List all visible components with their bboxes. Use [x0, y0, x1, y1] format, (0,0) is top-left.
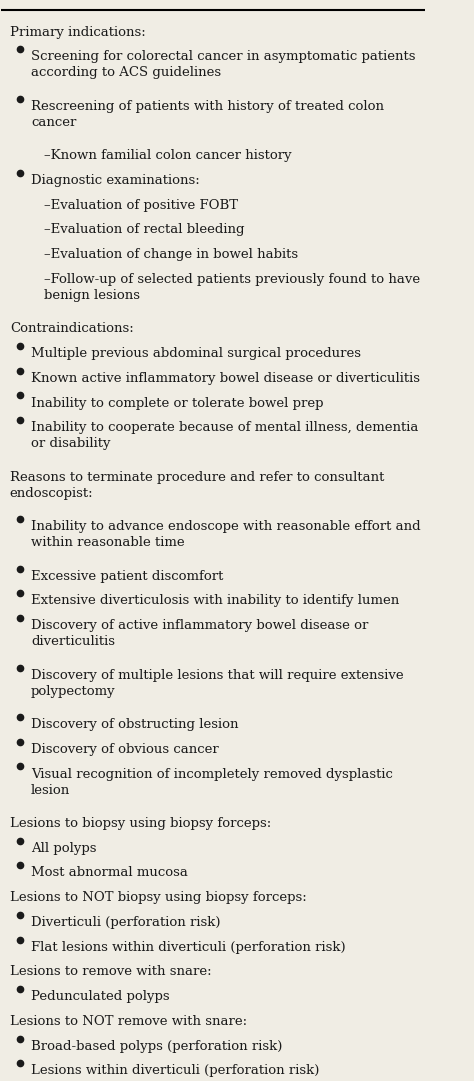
Text: Screening for colorectal cancer in asymptomatic patients
according to ACS guidel: Screening for colorectal cancer in asymp… — [31, 51, 416, 79]
Text: Rescreening of patients with history of treated colon
cancer: Rescreening of patients with history of … — [31, 99, 384, 129]
Text: Lesions to biopsy using biopsy forceps:: Lesions to biopsy using biopsy forceps: — [10, 817, 271, 830]
Text: Excessive patient discomfort: Excessive patient discomfort — [31, 570, 223, 583]
Text: –Follow-up of selected patients previously found to have
benign lesions: –Follow-up of selected patients previous… — [44, 272, 420, 302]
Text: Broad-based polyps (perforation risk): Broad-based polyps (perforation risk) — [31, 1040, 283, 1053]
Text: Multiple previous abdominal surgical procedures: Multiple previous abdominal surgical pro… — [31, 347, 361, 360]
Text: Discovery of active inflammatory bowel disease or
diverticulitis: Discovery of active inflammatory bowel d… — [31, 619, 368, 649]
Text: Lesions within diverticuli (perforation risk): Lesions within diverticuli (perforation … — [31, 1065, 319, 1078]
Text: Known active inflammatory bowel disease or diverticulitis: Known active inflammatory bowel disease … — [31, 372, 420, 385]
Text: Primary indications:: Primary indications: — [10, 26, 146, 39]
Text: Contraindications:: Contraindications: — [10, 322, 134, 335]
Text: Visual recognition of incompletely removed dysplastic
lesion: Visual recognition of incompletely remov… — [31, 768, 393, 797]
Text: All polyps: All polyps — [31, 842, 97, 855]
Text: Reasons to terminate procedure and refer to consultant
endoscopist:: Reasons to terminate procedure and refer… — [10, 470, 384, 499]
Text: Lesions to NOT biopsy using biopsy forceps:: Lesions to NOT biopsy using biopsy force… — [10, 891, 307, 904]
Text: –Evaluation of positive FOBT: –Evaluation of positive FOBT — [44, 199, 238, 212]
Text: Discovery of multiple lesions that will require extensive
polypectomy: Discovery of multiple lesions that will … — [31, 668, 404, 697]
Text: Inability to advance endoscope with reasonable effort and
within reasonable time: Inability to advance endoscope with reas… — [31, 520, 420, 549]
Text: Extensive diverticulosis with inability to identify lumen: Extensive diverticulosis with inability … — [31, 595, 399, 608]
Text: –Evaluation of change in bowel habits: –Evaluation of change in bowel habits — [44, 249, 298, 262]
Text: Diverticuli (perforation risk): Diverticuli (perforation risk) — [31, 916, 220, 929]
Text: –Evaluation of rectal bleeding: –Evaluation of rectal bleeding — [44, 224, 244, 237]
Text: Lesions to remove with snare:: Lesions to remove with snare: — [10, 965, 211, 978]
Text: –Known familial colon cancer history: –Known familial colon cancer history — [44, 149, 292, 162]
Text: Most abnormal mucosa: Most abnormal mucosa — [31, 867, 188, 880]
Text: Lesions to NOT remove with snare:: Lesions to NOT remove with snare: — [10, 1015, 247, 1028]
Text: Inability to cooperate because of mental illness, dementia
or disability: Inability to cooperate because of mental… — [31, 422, 419, 451]
Text: Pedunculated polyps: Pedunculated polyps — [31, 990, 170, 1003]
Text: Discovery of obvious cancer: Discovery of obvious cancer — [31, 743, 219, 756]
Text: Diagnostic examinations:: Diagnostic examinations: — [31, 174, 200, 187]
Text: Discovery of obstructing lesion: Discovery of obstructing lesion — [31, 718, 238, 731]
Text: Flat lesions within diverticuli (perforation risk): Flat lesions within diverticuli (perfora… — [31, 940, 346, 953]
Text: Inability to complete or tolerate bowel prep: Inability to complete or tolerate bowel … — [31, 397, 324, 410]
